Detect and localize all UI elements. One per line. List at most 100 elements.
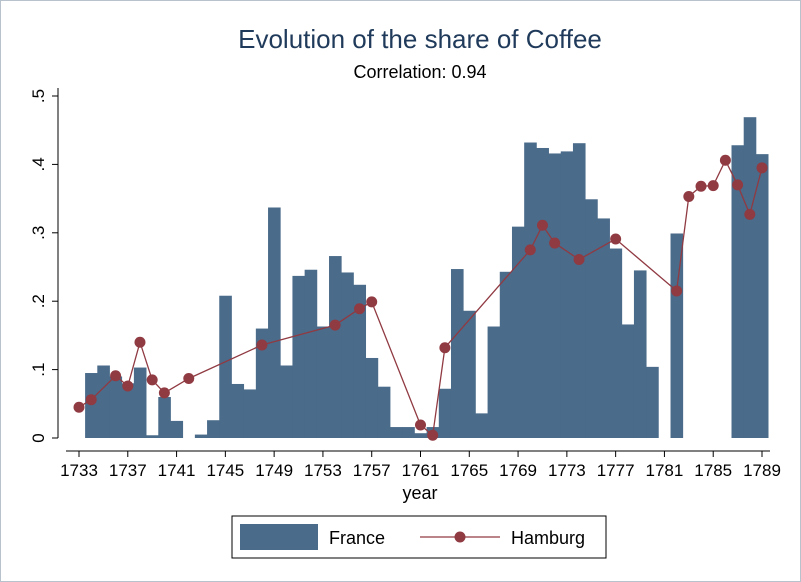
hamburg-point — [536, 219, 548, 231]
hamburg-point — [671, 285, 683, 297]
france-bar — [670, 233, 684, 438]
x-tick-label: 1737 — [109, 461, 147, 480]
hamburg-point — [573, 253, 585, 265]
france-bar — [731, 145, 745, 439]
y-tick-label: .5 — [29, 89, 48, 103]
x-tick-label: 1777 — [597, 461, 635, 480]
france-bar — [243, 389, 257, 438]
france-bar — [548, 153, 562, 438]
x-tick-label: 1741 — [158, 461, 196, 480]
hamburg-line — [78, 158, 763, 437]
hamburg-point — [158, 387, 170, 399]
france-bar — [414, 433, 427, 438]
france-bar — [219, 295, 232, 438]
hamburg-point — [549, 237, 561, 249]
hamburg-point — [439, 342, 451, 354]
x-tick-label: 1781 — [646, 461, 684, 480]
france-bar — [560, 151, 574, 439]
hamburg-point — [146, 374, 158, 386]
hamburg-point — [354, 303, 366, 315]
x-tick-label: 1765 — [450, 461, 488, 480]
france-bar — [109, 376, 123, 438]
y-tick-label: 0 — [29, 433, 48, 442]
france-bar — [621, 324, 635, 438]
france-bar — [255, 328, 269, 438]
france-bar — [365, 357, 379, 438]
france-bar — [609, 248, 623, 438]
france-bar — [402, 427, 415, 438]
france-bar — [463, 310, 476, 438]
x-tick-label: 1745 — [206, 461, 244, 480]
legend-swatch-france — [240, 524, 318, 550]
france-bar — [499, 271, 513, 438]
hamburg-point — [73, 401, 85, 413]
y-tick-label: .4 — [29, 157, 48, 171]
france-bar — [390, 427, 403, 438]
france-bar — [194, 434, 208, 438]
france-bar — [133, 367, 147, 438]
hamburg-point — [415, 419, 426, 431]
legend: France Hamburg — [231, 515, 607, 559]
france-bar — [438, 388, 452, 438]
x-tick-label: 1789 — [743, 461, 781, 480]
france-bar — [85, 373, 98, 438]
x-tick-label: 1753 — [304, 461, 342, 480]
x-tick-label: 1757 — [353, 461, 391, 480]
chart-title: Evolution of the share of Coffee — [238, 24, 602, 54]
hamburg-point — [85, 394, 97, 406]
x-tick-label: 1785 — [694, 461, 732, 480]
legend-label-hamburg: Hamburg — [511, 528, 585, 548]
france-bar — [597, 218, 610, 438]
x-tick-label: 1749 — [255, 461, 293, 480]
y-axis-ticks: 0 .1 .2 .3 .4 .5 — [29, 89, 58, 443]
hamburg-point — [366, 296, 378, 308]
hamburg-point — [683, 191, 695, 203]
hamburg-point — [719, 154, 731, 166]
france-bar — [353, 284, 367, 438]
france-bar — [377, 386, 391, 438]
france-bar — [121, 383, 135, 438]
hamburg-series — [73, 154, 768, 441]
france-bar — [292, 275, 306, 438]
y-tick-label: .1 — [29, 363, 48, 377]
france-bar — [146, 435, 159, 438]
france-bars — [85, 117, 769, 439]
france-bar — [158, 396, 171, 438]
chart-subtitle: Correlation: 0.94 — [353, 62, 486, 82]
hamburg-point — [610, 233, 622, 245]
hamburg-point — [329, 319, 341, 331]
x-tick-label: 1773 — [548, 461, 586, 480]
france-bar — [170, 420, 184, 438]
france-bar — [755, 154, 769, 438]
x-tick-label: 1733 — [60, 461, 98, 480]
france-bar — [97, 365, 110, 438]
legend-label-france: France — [329, 528, 385, 548]
france-bar — [280, 365, 293, 438]
hamburg-point — [695, 180, 707, 192]
france-bar — [316, 326, 330, 438]
hamburg-point — [744, 208, 756, 220]
france-bar — [536, 147, 549, 438]
france-bar — [511, 226, 525, 438]
hamburg-point — [183, 372, 195, 384]
france-bar — [646, 366, 659, 438]
france-bar — [633, 270, 647, 438]
france-bar — [572, 143, 586, 439]
france-bar — [487, 326, 501, 438]
x-tick-label: 1761 — [402, 461, 440, 480]
france-bar — [743, 117, 757, 438]
hamburg-point — [134, 336, 146, 348]
france-bar — [585, 199, 598, 438]
x-axis-ticks: 1733 1737 1741 1745 1749 1753 1757 1761 1765 1769… — [60, 451, 781, 480]
hamburg-point — [756, 162, 768, 174]
france-bar — [207, 420, 220, 438]
france-bar — [231, 383, 245, 438]
hamburg-point — [427, 429, 439, 441]
france-bar — [524, 142, 537, 438]
france-bar — [475, 413, 488, 438]
hamburg-point — [256, 339, 268, 351]
france-bar — [450, 269, 464, 438]
france-bar — [304, 269, 318, 438]
